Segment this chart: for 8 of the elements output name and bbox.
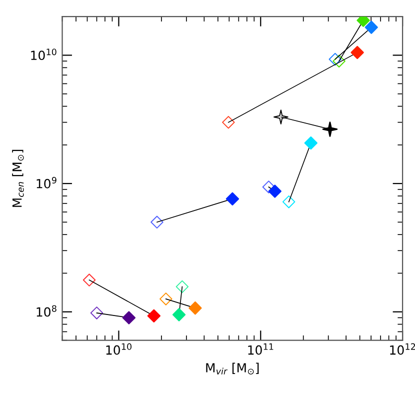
y-tick-label: 10$^{9}$ (36, 176, 56, 188)
x-axis-title: M$_{vir}$ [M$_{⊙}$] (206, 362, 259, 374)
y-axis-title: M$_{cen}$ [M$_{⊙}$] (12, 150, 24, 207)
x-tick-label: 10$^{12}$ (390, 343, 415, 355)
y-tick-label: 10$^{10}$ (31, 48, 56, 60)
x-tick-label: 10$^{10}$ (106, 343, 132, 355)
x-tick-label: 10$^{11}$ (248, 343, 274, 355)
y-tick-label: 10$^{8}$ (36, 305, 56, 317)
